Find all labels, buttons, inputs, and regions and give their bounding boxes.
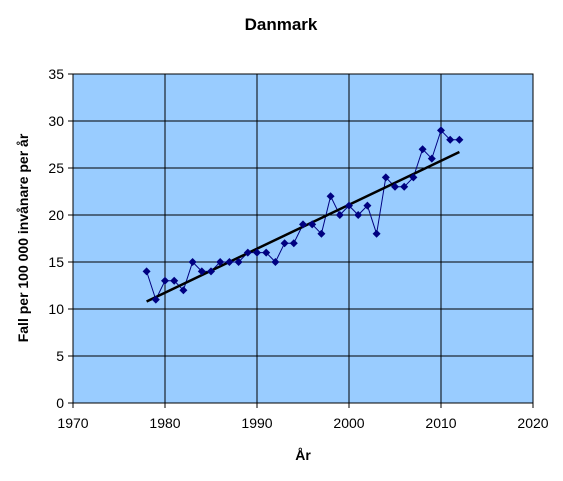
data-point-marker (179, 286, 188, 295)
data-point-marker (326, 192, 335, 201)
data-point-marker (170, 276, 179, 285)
chart-title: Danmark (245, 15, 318, 34)
data-point-marker (437, 126, 445, 135)
y-tick-label: 5 (56, 348, 64, 364)
data-point-marker (391, 182, 399, 191)
data-point-marker (280, 239, 289, 248)
y-tick-label: 0 (56, 395, 64, 411)
data-point-marker (225, 258, 234, 266)
data-point-marker (455, 135, 464, 144)
data-point-marker (234, 258, 243, 266)
data-point-marker (262, 248, 271, 257)
x-tick-label: 1970 (57, 415, 88, 431)
data-point-marker (446, 135, 455, 144)
data-point-marker (271, 258, 280, 266)
data-point-marker (299, 220, 307, 229)
x-tick-label: 2010 (425, 415, 456, 431)
y-tick-label: 30 (48, 113, 64, 129)
x-tick-label: 1980 (149, 415, 180, 431)
data-point-marker (409, 173, 418, 182)
grid-lines (73, 74, 533, 403)
data-series (142, 126, 464, 304)
data-point-marker (243, 248, 252, 257)
data-point-marker (363, 201, 372, 210)
y-tick-label: 20 (48, 207, 64, 223)
y-axis-label: Fall per 100 000 invånare per år (15, 133, 31, 342)
data-point-marker (188, 258, 197, 266)
data-point-marker (372, 229, 381, 238)
axis-ticks: 0 5 10 15 20 25 30 35 1970 1980 1990 2000 2010 2020 (48, 66, 548, 431)
data-point-marker (161, 276, 169, 285)
data-point-marker (400, 182, 409, 191)
y-tick-label: 10 (48, 301, 64, 317)
data-point-marker (354, 211, 363, 219)
x-axis-label: År (295, 447, 311, 463)
y-tick-label: 15 (48, 254, 64, 270)
data-point-marker (308, 220, 317, 229)
data-point-marker (335, 211, 344, 219)
data-point-marker (418, 145, 427, 154)
x-tick-label: 2020 (517, 415, 548, 431)
y-tick-label: 35 (48, 66, 64, 82)
plot-area (72, 73, 534, 404)
data-point-marker (381, 173, 390, 182)
data-point-marker (151, 295, 160, 304)
y-tick-label: 25 (48, 160, 64, 176)
data-point-marker (345, 201, 353, 210)
data-point-marker (317, 229, 326, 238)
data-point-marker (142, 267, 151, 276)
x-tick-label: 1990 (241, 415, 272, 431)
data-point-marker (207, 267, 215, 276)
data-point-marker (253, 248, 261, 257)
data-point-marker (216, 258, 225, 266)
data-point-marker (197, 267, 206, 276)
x-tick-label: 2000 (333, 415, 364, 431)
data-point-marker (427, 154, 436, 163)
data-point-marker (289, 239, 298, 248)
